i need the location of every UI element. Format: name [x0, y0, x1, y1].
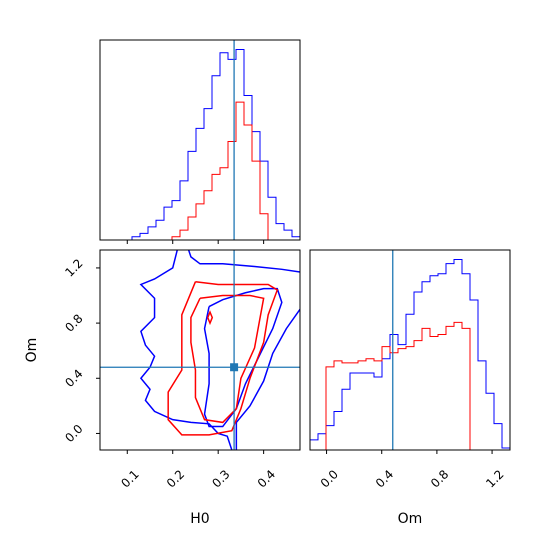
x-tick-label: 0.4 [255, 467, 278, 490]
x-axis-label: H0 [190, 511, 209, 527]
red-contour-line [207, 310, 214, 326]
x-tick-label: 0.2 [164, 467, 187, 490]
x-tick-label: 0.4 [373, 467, 396, 490]
blue-histogram-series [100, 49, 300, 240]
x-tick-label: 0.8 [428, 467, 451, 490]
blue-contour-line [139, 250, 233, 450]
red-contour-line [190, 294, 265, 424]
truth-marker [230, 363, 239, 372]
blue-contour-line [235, 308, 300, 450]
y-tick-label: 1.2 [62, 256, 85, 279]
panel-frame [99, 39, 301, 241]
om-histogram-panel: 0.0 0.4 0.8 1.2 Om [309, 249, 511, 527]
y-tick-label: 0.0 [62, 422, 85, 445]
x-axis-label: Om [398, 511, 423, 527]
blue-contour-line [187, 250, 300, 273]
panel-frame [99, 249, 301, 451]
red-histogram-series [100, 101, 300, 240]
x-tick-label: 0.1 [118, 467, 141, 490]
x-tick-label: 0.0 [318, 467, 341, 490]
x-tick-label: 1.2 [483, 467, 506, 490]
blue-histogram-series [310, 259, 510, 450]
red-histogram-series [310, 321, 510, 450]
y-axis-label: Om [24, 338, 40, 363]
panel-frame [309, 249, 511, 451]
y-tick-label: 0.4 [62, 367, 85, 390]
blue-contour-line [203, 287, 283, 428]
x-tick-label: 0.3 [209, 467, 232, 490]
red-contour-line [167, 280, 279, 436]
h0-om-contour-panel: 0.1 0.2 0.3 0.4 0.0 0.4 0.8 1.2 H0 Om [24, 249, 301, 527]
h0-histogram-panel [99, 39, 301, 244]
y-tick-label: 0.8 [62, 311, 85, 334]
